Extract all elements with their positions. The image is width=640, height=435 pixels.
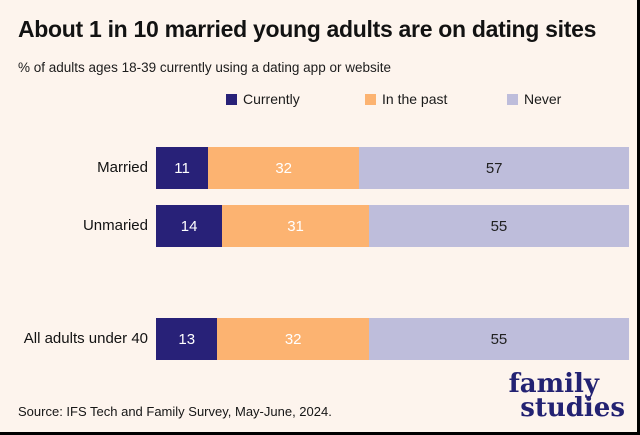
legend-label-in-the-past: In the past — [382, 91, 448, 107]
legend-swatch-in-the-past-icon — [365, 93, 376, 105]
category-label: All adults under 40 — [23, 330, 148, 347]
value-label: 14 — [180, 217, 198, 235]
category-label: Married — [97, 159, 148, 176]
legend-item-never: Never — [507, 91, 561, 107]
chart-subtitle: % of adults ages 18-39 currently using a… — [18, 60, 391, 75]
stacked-bar: 13 32 55 — [156, 318, 629, 360]
legend-item-in-the-past: In the past — [365, 91, 447, 107]
logo-line-family: family — [508, 369, 599, 399]
legend-label-never: Never — [524, 91, 562, 107]
source-note: Source: IFS Tech and Family Survey, May-… — [18, 404, 332, 419]
legend-swatch-never-icon — [507, 93, 518, 105]
family-studies-logo: family studies — [508, 369, 625, 423]
value-label: 32 — [284, 330, 302, 348]
bar-segment-currently: 14 — [156, 205, 223, 247]
value-label: 32 — [275, 159, 293, 177]
bar-segment-in-the-past: 32 — [217, 318, 369, 360]
bar-row-all-adults-under-40: All adults under 40 13 32 55 — [0, 318, 637, 360]
bar-segment-never: 57 — [359, 147, 629, 189]
value-label: 13 — [178, 330, 196, 348]
category-label: Unmaried — [82, 217, 148, 234]
bar-row-unmaried: Unmaried 14 31 55 — [0, 205, 637, 247]
value-label: 11 — [174, 159, 190, 177]
bar-segment-in-the-past: 32 — [208, 147, 360, 189]
value-label: 31 — [287, 217, 304, 235]
stacked-bar: 11 32 57 — [156, 147, 629, 189]
bar-segment-never: 55 — [368, 205, 629, 247]
bar-segment-never: 55 — [368, 318, 629, 360]
bar-row-married: Married 11 32 57 — [0, 147, 637, 189]
stacked-bar: 14 31 55 — [156, 205, 629, 247]
value-label: 55 — [490, 217, 508, 235]
bar-segment-currently: 13 — [156, 318, 218, 360]
chart-title: About 1 in 10 married young adults are o… — [18, 16, 597, 42]
value-label: 55 — [490, 330, 508, 348]
legend-label-currently: Currently — [243, 91, 300, 107]
legend-swatch-currently-icon — [226, 93, 237, 105]
logo-line-studies: studies — [520, 393, 625, 423]
bar-segment-currently: 11 — [156, 147, 209, 189]
bar-segment-in-the-past: 31 — [222, 205, 369, 247]
legend-item-currently: Currently — [226, 91, 300, 107]
value-label: 57 — [485, 159, 503, 177]
